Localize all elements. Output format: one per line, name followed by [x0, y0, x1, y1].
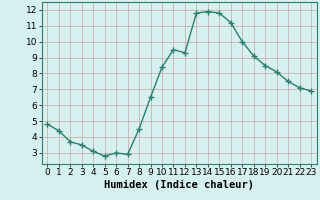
X-axis label: Humidex (Indice chaleur): Humidex (Indice chaleur): [104, 180, 254, 190]
